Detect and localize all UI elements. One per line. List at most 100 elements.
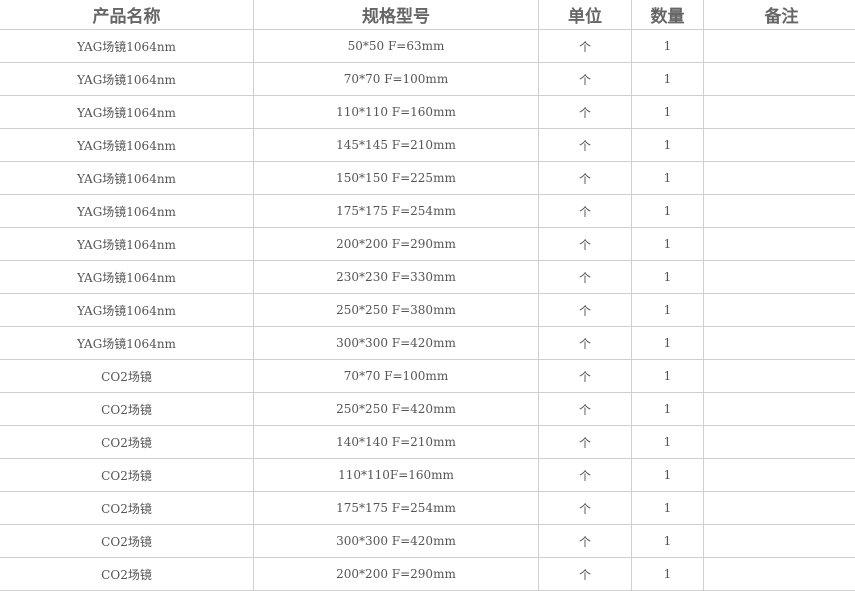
- quantity-cell: 1: [632, 393, 704, 426]
- quantity-cell: 1: [632, 492, 704, 525]
- quantity-cell: 1: [632, 558, 704, 591]
- unit-cell: 个: [539, 30, 632, 63]
- remark-cell: [704, 426, 855, 459]
- product-name-cell: YAG场镜1064nm: [0, 129, 254, 162]
- product-name-cell: YAG场镜1064nm: [0, 195, 254, 228]
- unit-cell: 个: [539, 129, 632, 162]
- quantity-cell: 1: [632, 360, 704, 393]
- spec-cell: 150*150 F=225mm: [254, 162, 539, 195]
- unit-cell: 个: [539, 162, 632, 195]
- remark-cell: [704, 360, 855, 393]
- quantity-cell: 1: [632, 459, 704, 492]
- remark-cell: [704, 129, 855, 162]
- unit-cell: 个: [539, 426, 632, 459]
- quantity-cell: 1: [632, 294, 704, 327]
- remark-cell: [704, 63, 855, 96]
- remark-cell: [704, 30, 855, 63]
- unit-cell: 个: [539, 63, 632, 96]
- unit-cell: 个: [539, 525, 632, 558]
- spec-cell: 110*110 F=160mm: [254, 96, 539, 129]
- remark-cell: [704, 492, 855, 525]
- header-remark: 备注: [704, 0, 855, 30]
- spec-cell: 145*145 F=210mm: [254, 129, 539, 162]
- unit-cell: 个: [539, 228, 632, 261]
- product-name-cell: YAG场镜1064nm: [0, 162, 254, 195]
- quantity-cell: 1: [632, 261, 704, 294]
- product-name-cell: CO2场镜: [0, 558, 254, 591]
- remark-cell: [704, 261, 855, 294]
- quantity-cell: 1: [632, 426, 704, 459]
- product-name-cell: CO2场镜: [0, 360, 254, 393]
- spec-cell: 175*175 F=254mm: [254, 195, 539, 228]
- header-quantity: 数量: [632, 0, 704, 30]
- header-row: 产品名称 规格型号 单位 数量 备注: [0, 0, 855, 30]
- header-unit: 单位: [539, 0, 632, 30]
- product-name-cell: YAG场镜1064nm: [0, 30, 254, 63]
- unit-cell: 个: [539, 393, 632, 426]
- product-name-cell: YAG场镜1064nm: [0, 96, 254, 129]
- spec-cell: 250*250 F=420mm: [254, 393, 539, 426]
- unit-cell: 个: [539, 492, 632, 525]
- quantity-cell: 1: [632, 129, 704, 162]
- product-name-cell: YAG场镜1064nm: [0, 294, 254, 327]
- spec-cell: 70*70 F=100mm: [254, 360, 539, 393]
- quantity-cell: 1: [632, 228, 704, 261]
- remark-cell: [704, 294, 855, 327]
- product-name-cell: CO2场镜: [0, 459, 254, 492]
- unit-cell: 个: [539, 558, 632, 591]
- product-name-cell: CO2场镜: [0, 525, 254, 558]
- quantity-cell: 1: [632, 327, 704, 360]
- unit-cell: 个: [539, 294, 632, 327]
- product-name-cell: YAG场镜1064nm: [0, 327, 254, 360]
- spec-cell: 50*50 F=63mm: [254, 30, 539, 63]
- spec-cell: 300*300 F=420mm: [254, 525, 539, 558]
- spec-cell: 70*70 F=100mm: [254, 63, 539, 96]
- remark-cell: [704, 525, 855, 558]
- spec-cell: 300*300 F=420mm: [254, 327, 539, 360]
- quantity-cell: 1: [632, 63, 704, 96]
- unit-cell: 个: [539, 195, 632, 228]
- product-name-cell: YAG场镜1064nm: [0, 63, 254, 96]
- spec-cell: 140*140 F=210mm: [254, 426, 539, 459]
- quantity-cell: 1: [632, 162, 704, 195]
- product-name-cell: CO2场镜: [0, 492, 254, 525]
- remark-cell: [704, 558, 855, 591]
- remark-cell: [704, 459, 855, 492]
- remark-cell: [704, 228, 855, 261]
- product-name-cell: YAG场镜1064nm: [0, 261, 254, 294]
- unit-cell: 个: [539, 360, 632, 393]
- remark-cell: [704, 195, 855, 228]
- spec-cell: 250*250 F=380mm: [254, 294, 539, 327]
- product-name-cell: CO2场镜: [0, 393, 254, 426]
- unit-cell: 个: [539, 261, 632, 294]
- spec-cell: 200*200 F=290mm: [254, 228, 539, 261]
- header-spec: 规格型号: [254, 0, 539, 30]
- remark-cell: [704, 327, 855, 360]
- spec-cell: 175*175 F=254mm: [254, 492, 539, 525]
- remark-cell: [704, 162, 855, 195]
- remark-cell: [704, 96, 855, 129]
- header-product-name: 产品名称: [0, 0, 254, 30]
- spec-cell: 200*200 F=290mm: [254, 558, 539, 591]
- quantity-cell: 1: [632, 30, 704, 63]
- unit-cell: 个: [539, 327, 632, 360]
- remark-cell: [704, 393, 855, 426]
- spec-cell: 110*110F=160mm: [254, 459, 539, 492]
- quantity-cell: 1: [632, 195, 704, 228]
